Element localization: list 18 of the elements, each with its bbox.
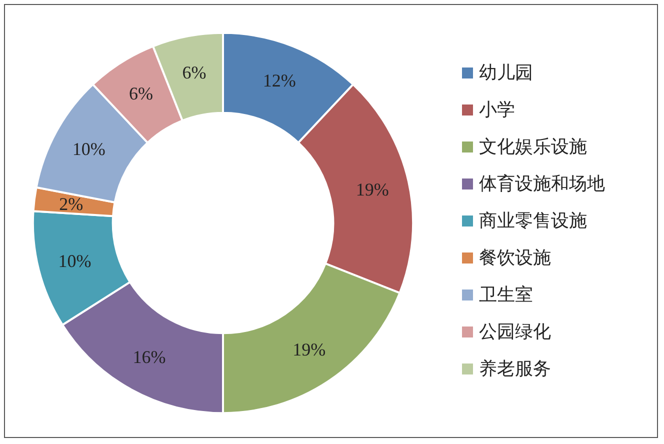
- data-label: 2%: [59, 194, 84, 214]
- legend-label: 餐饮设施: [479, 248, 551, 268]
- data-label: 19%: [292, 340, 326, 360]
- legend-label: 小学: [479, 100, 515, 120]
- legend-label: 公园绿化: [479, 322, 551, 342]
- legend-label: 体育设施和场地: [479, 174, 605, 194]
- legend-label: 幼儿园: [479, 62, 533, 84]
- data-label: 6%: [182, 62, 206, 83]
- legend-label: 养老服务: [479, 358, 551, 380]
- data-label: 12%: [262, 70, 296, 91]
- data-label: 6%: [128, 84, 153, 104]
- data-label: 10%: [72, 139, 106, 160]
- legend-label: 商业零售设施: [479, 210, 587, 232]
- legend-label: 文化娱乐设施: [479, 136, 587, 158]
- legend-label: 卫生室: [479, 284, 533, 306]
- data-label: 10%: [58, 251, 92, 272]
- data-label: 19%: [356, 180, 389, 200]
- data-label: 16%: [132, 347, 166, 368]
